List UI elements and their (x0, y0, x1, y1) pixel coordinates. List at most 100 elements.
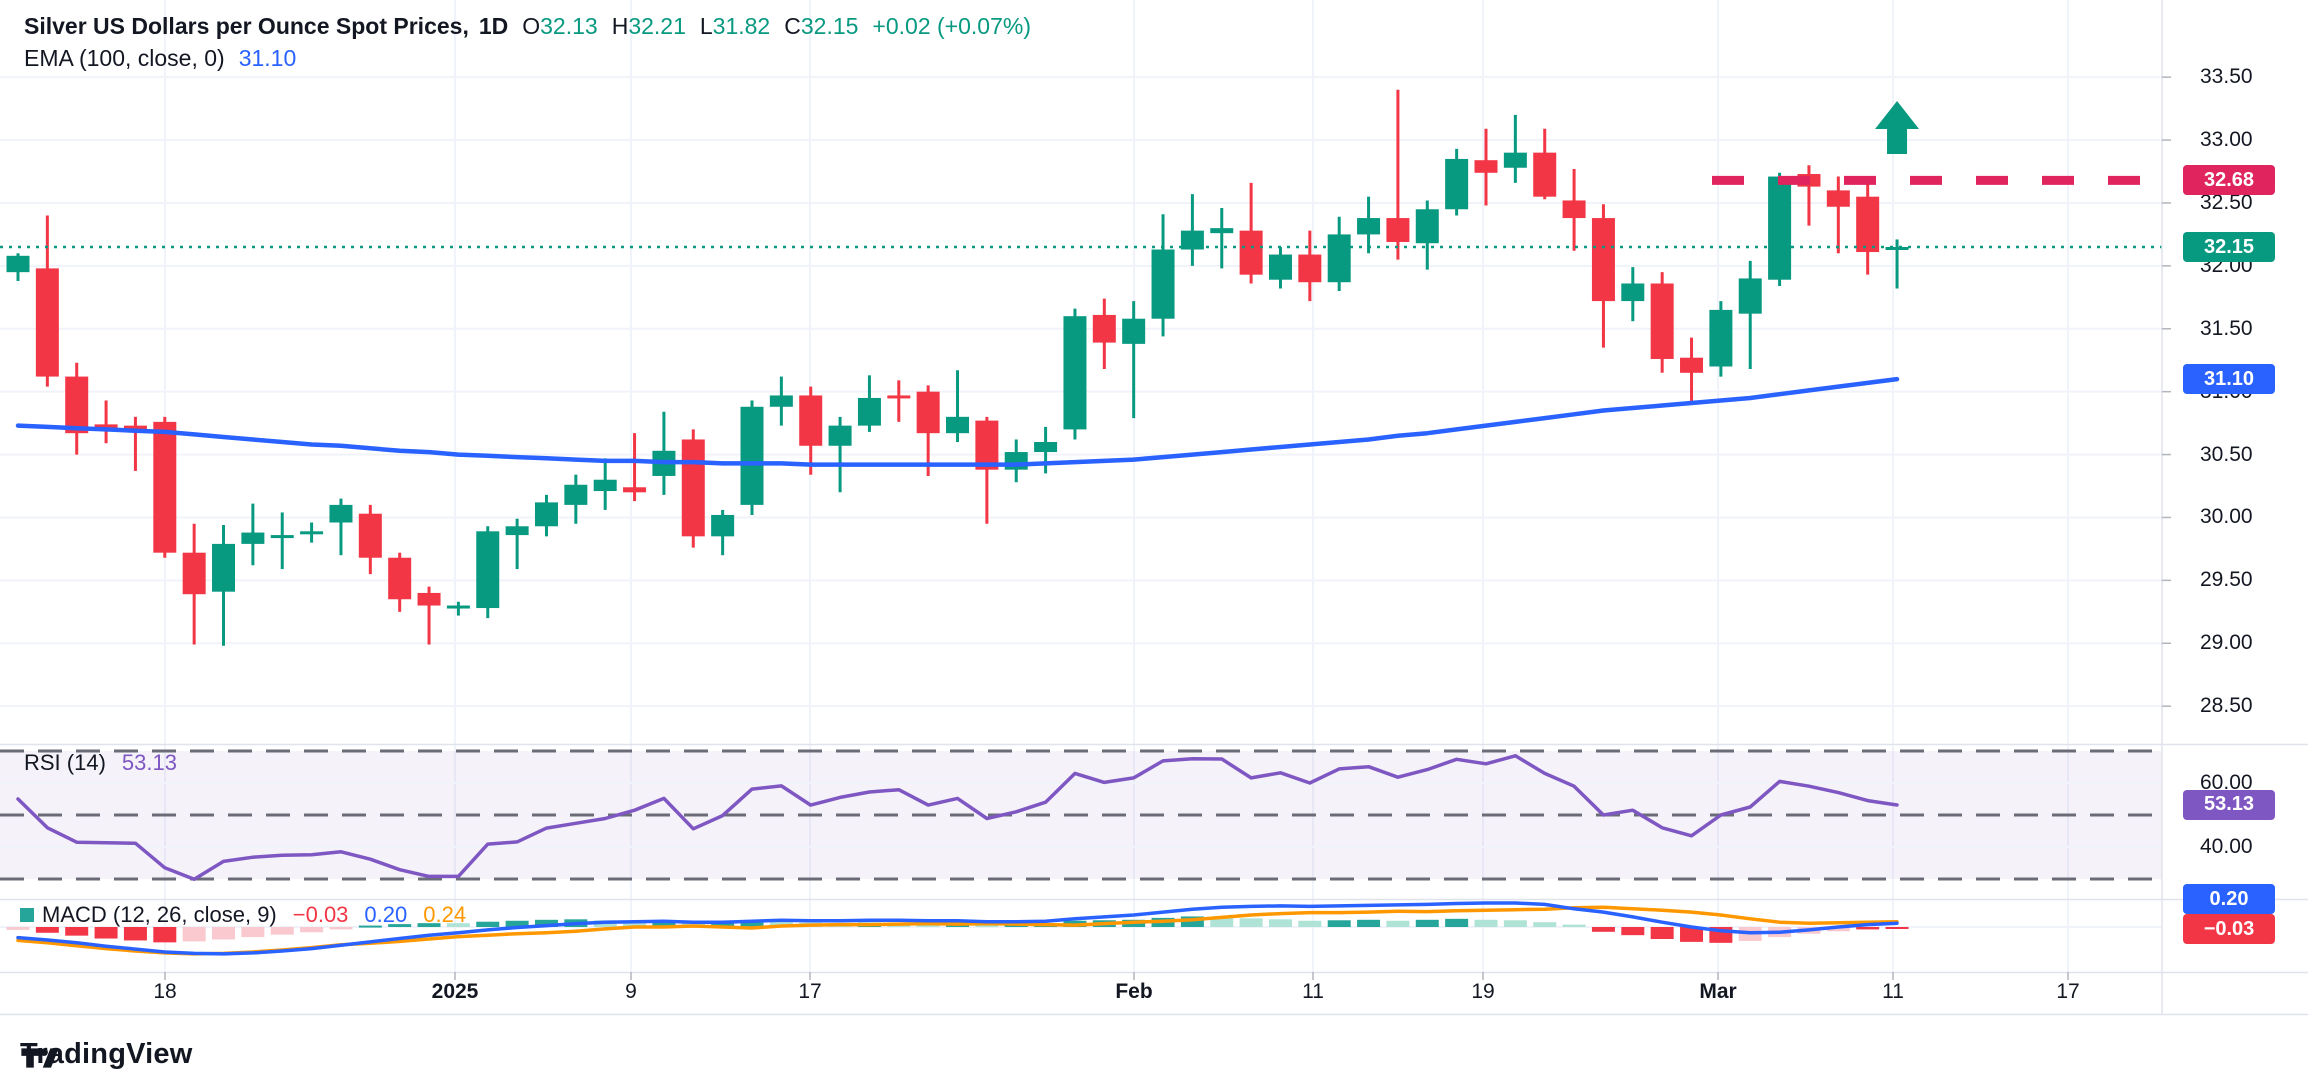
candle-body (446, 605, 470, 609)
date-tick-label: Mar (1699, 980, 1737, 1003)
candle-body (270, 535, 294, 539)
macd-histogram-bar (153, 927, 177, 943)
rsi-value: 53.13 (121, 750, 177, 775)
price-tick-label: 29.50 (2200, 568, 2253, 592)
ema-value-badge: 31.10 (2183, 364, 2275, 395)
ohlc-high: H32.21 (611, 13, 686, 39)
macd-histogram-bar (1503, 920, 1527, 927)
macd-histogram-bar (212, 927, 236, 940)
macd-histogram-bar (916, 924, 940, 927)
candle-body (1533, 152, 1557, 197)
rsi-tick-label: 40.00 (2200, 835, 2253, 858)
candle-body (1092, 314, 1116, 343)
macd-histogram-bar (1562, 924, 1586, 927)
price-tick-label: 30.50 (2200, 442, 2253, 466)
rsi-label[interactable]: RSI (14) (24, 750, 106, 775)
rsi-legend: RSI (14) 53.13 (24, 750, 177, 776)
date-tick-label: 11 (1882, 980, 1904, 1003)
macd-histogram-bar (505, 920, 529, 927)
price-tick-label: 28.50 (2200, 694, 2253, 718)
candle-body (1180, 230, 1204, 250)
macd-histogram-bar (300, 927, 324, 933)
date-tick-label: Feb (1115, 980, 1153, 1003)
candle-body (1210, 228, 1234, 234)
macd-histogram-bar (123, 927, 147, 941)
ohlc-open: O32.13 (522, 13, 598, 39)
candle-body (94, 424, 118, 430)
macd-histogram-bar (1357, 919, 1381, 927)
macd-histogram-bar (65, 927, 89, 936)
candle-body (593, 479, 617, 492)
macd-line-value: 0.20 (364, 902, 408, 927)
price-tick-label: 33.50 (2200, 65, 2253, 89)
macd-label[interactable]: MACD (12, 26, close, 9) (42, 902, 277, 927)
candle-body (1445, 158, 1469, 210)
macd-histogram-bar (1533, 922, 1557, 927)
candle-body (887, 395, 911, 399)
macd-hist-value: −0.03 (292, 902, 349, 927)
candle-body (1826, 190, 1850, 207)
macd-histogram-bar (1415, 919, 1439, 927)
symbol-legend: Silver US Dollars per Ounce Spot Prices,… (24, 10, 1031, 74)
macd-hist-badge: −0.03 (2183, 914, 2275, 944)
candle-body (564, 484, 588, 505)
candle-body (65, 376, 89, 434)
macd-histogram-bar (652, 921, 676, 927)
candle-body (505, 526, 529, 536)
ohlc-low: L31.82 (699, 13, 771, 39)
date-tick-label: 9 (625, 980, 637, 1003)
macd-histogram-bar (1591, 927, 1615, 932)
interval-label[interactable]: 1D (478, 13, 509, 39)
macd-histogram-bar (1474, 919, 1498, 927)
candle-body (769, 395, 793, 407)
macd-histogram-bar (388, 924, 412, 927)
candle-body (1034, 441, 1058, 453)
candle-body (857, 397, 881, 426)
candle-body (300, 531, 324, 535)
candle-body (1768, 176, 1792, 280)
macd-histogram-bar (1298, 920, 1322, 927)
candle-body (916, 391, 940, 434)
date-tick-label: 17 (798, 980, 822, 1003)
ema-legend-row: EMA (100, close, 0) 31.10 (24, 42, 1031, 74)
candle-body (799, 395, 823, 446)
macd-histogram-bar (1210, 916, 1234, 927)
rsi-value-badge: 53.13 (2183, 789, 2275, 820)
candle-body (1650, 283, 1674, 359)
candle-body (1562, 200, 1586, 219)
candle-body (534, 502, 558, 527)
candle-body (1709, 309, 1733, 367)
macd-histogram-bar (1885, 927, 1909, 929)
candle-body (623, 487, 647, 493)
date-tick-label: 17 (2056, 980, 2080, 1003)
candle-body (153, 421, 177, 553)
macd-histogram-bar (1239, 918, 1263, 927)
ema-label[interactable]: EMA (100, close, 0) (24, 45, 225, 71)
candle-body (388, 557, 412, 600)
macd-histogram-bar (1327, 920, 1351, 927)
candle-body (1357, 218, 1381, 235)
macd-histogram-bar (35, 927, 59, 933)
candle-body (1063, 316, 1087, 430)
macd-legend: MACD (12, 26, close, 9) −0.03 0.20 0.24 (20, 902, 466, 928)
symbol-legend-row: Silver US Dollars per Ounce Spot Prices,… (24, 10, 1031, 42)
macd-line-badge: 0.20 (2183, 884, 2275, 914)
macd-histogram-bar (329, 927, 353, 930)
macd-histogram-bar (358, 925, 382, 928)
candle-body (1503, 152, 1527, 168)
candle-body (1239, 230, 1263, 275)
tradingview-logo[interactable]: TradingView (20, 1038, 193, 1071)
macd-histogram-bar (417, 923, 441, 927)
price-tick-label: 30.00 (2200, 505, 2253, 529)
up-arrow-icon (1875, 101, 1920, 154)
macd-histogram-bar (241, 927, 265, 938)
candle-body (1856, 196, 1880, 253)
ema-line (15, 376, 1900, 467)
price-tick-label: 32.50 (2200, 190, 2253, 214)
candle-body (1738, 278, 1762, 314)
macd-signal-value: 0.24 (423, 902, 467, 927)
last-price-badge: 32.15 (2183, 232, 2275, 262)
candle-body (740, 406, 764, 505)
